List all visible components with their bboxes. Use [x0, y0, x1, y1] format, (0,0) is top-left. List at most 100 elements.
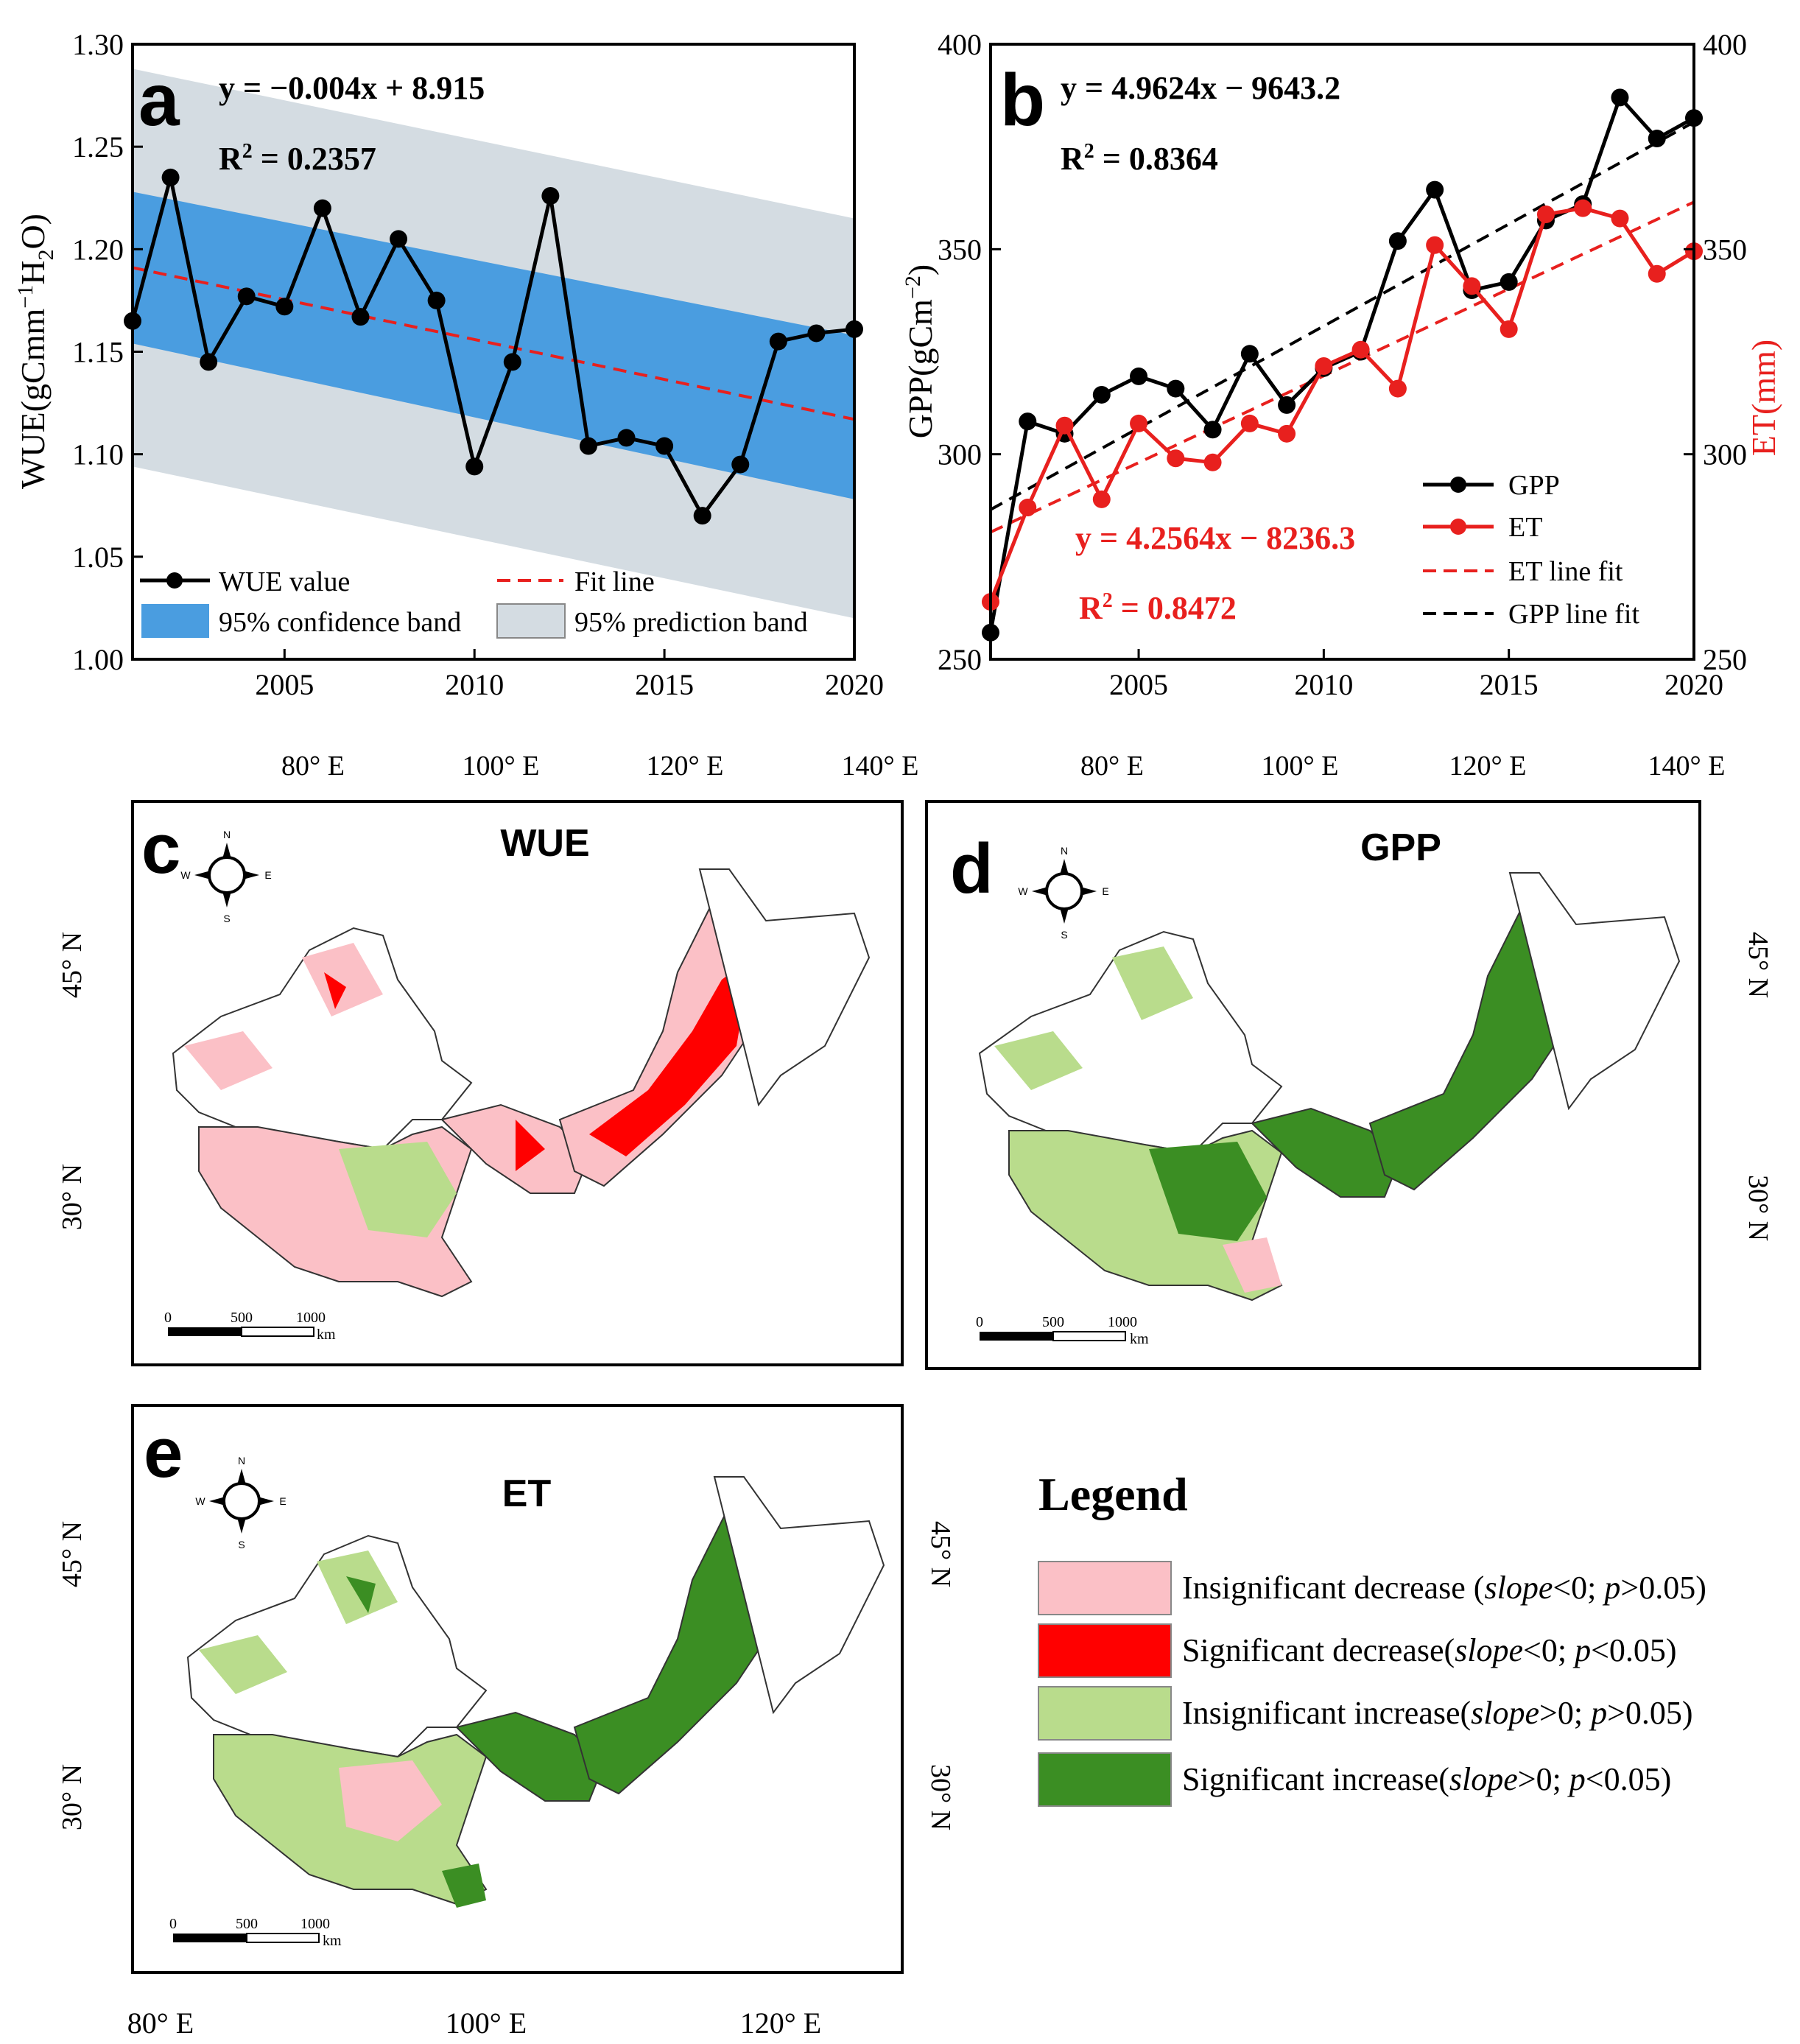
map-letter-d: d	[950, 829, 994, 908]
svg-text:0: 0	[976, 1314, 983, 1330]
svg-text:500: 500	[236, 1916, 258, 1932]
legend-gpp-fit-label: GPP line fit	[1508, 599, 1639, 630]
x-tick-label: 2005	[1109, 668, 1168, 701]
lon-label: 140° E	[1648, 751, 1726, 782]
compass-icon: N S W E	[180, 829, 271, 924]
compass-w: W	[1018, 885, 1028, 897]
map-title-d: GPP	[1360, 826, 1441, 869]
y-tick-label: 1.25	[72, 130, 124, 164]
et-series	[982, 199, 1703, 611]
legend-prediction-swatch	[496, 603, 566, 639]
legend-prediction-label: 95% prediction band	[574, 607, 808, 638]
gpp-point	[1500, 273, 1518, 291]
gpp-point	[1019, 412, 1037, 431]
y-tick-label: 350	[938, 233, 982, 266]
compass-n: N	[238, 1455, 245, 1467]
x-tick-label: 2015	[1480, 668, 1539, 701]
legend-et-label: ET	[1508, 512, 1542, 543]
lon-label: 100° E	[446, 2006, 527, 2040]
y-tick-label-right: 350	[1703, 233, 1747, 266]
compass-w: W	[180, 869, 191, 881]
legend-title: Legend	[1038, 1468, 1188, 1520]
svg-text:km: km	[1130, 1331, 1149, 1347]
svg-text:500: 500	[231, 1310, 253, 1326]
wue-point	[769, 332, 787, 351]
gpp-point	[1426, 180, 1444, 199]
et-point	[1500, 320, 1518, 338]
wue-series	[124, 168, 863, 525]
et-point	[1055, 416, 1074, 435]
y-tick-label: 1.05	[72, 541, 124, 574]
wue-point	[313, 199, 331, 217]
lat-label: 45° N	[57, 932, 88, 998]
x-axis-ticks: 2005 2010 2015 2020	[255, 649, 884, 701]
fit-line	[133, 266, 854, 421]
panel-b-frame	[989, 43, 1695, 661]
map-d: 80° E 100° E 120° E 140° E 45° N 30° N d…	[925, 751, 1773, 1370]
wue-point	[655, 437, 674, 455]
svg-text:500: 500	[1042, 1314, 1064, 1330]
x-tick-label: 2020	[1664, 668, 1723, 701]
et-point	[1574, 199, 1592, 217]
legend-swatch	[1038, 1752, 1172, 1807]
lon-label: 80° E	[127, 2006, 194, 2040]
region-map-et	[186, 1476, 885, 1908]
y-tick-label-right: 400	[1703, 28, 1747, 61]
y-tick-label: 1.20	[72, 233, 124, 266]
gpp-point	[1278, 396, 1296, 414]
y-tick-label: 1.00	[72, 643, 124, 676]
svg-text:1000: 1000	[1108, 1314, 1137, 1330]
et-point	[1278, 424, 1296, 443]
wue-point	[351, 308, 370, 326]
compass-icon: N S W E	[195, 1455, 286, 1550]
wue-point	[237, 287, 256, 306]
wue-point	[617, 429, 636, 447]
legend-item-label: Insignificant decrease (slope<0; p>0.05)	[1182, 1570, 1706, 1606]
y-axis-title-left: GPP(gCm−2)	[901, 264, 939, 438]
legend-item-label: Significant increase(slope>0; p<0.05)	[1182, 1761, 1671, 1797]
compass-n: N	[1061, 845, 1068, 857]
y-axis-ticks-right: 250 300 350 400	[1684, 28, 1747, 676]
region-map-gpp	[978, 872, 1681, 1302]
x-tick-label: 2005	[255, 668, 314, 701]
y-tick-label-right: 250	[1703, 643, 1747, 676]
gpp-point	[1130, 367, 1148, 385]
et-point	[1648, 264, 1666, 283]
wue-point	[161, 168, 180, 186]
et-point	[1240, 414, 1259, 432]
legend-swatch	[1038, 1686, 1172, 1741]
et-equation: y = 4.2564x − 8236.3	[1075, 520, 1355, 556]
y-tick-label: 1.15	[72, 336, 124, 369]
gpp-point	[1240, 345, 1259, 363]
et-point	[1167, 449, 1185, 468]
legend-et-marker	[1450, 519, 1466, 535]
y-axis-title: WUE(gCmm−1H2O)	[13, 214, 58, 489]
svg-text:km: km	[323, 1933, 342, 1949]
legend-a: WUE value Fit line 95% confidence band 9…	[140, 566, 808, 639]
legend-et-fit-label: ET line fit	[1508, 556, 1623, 587]
y-tick-label: 250	[938, 643, 982, 676]
gpp-fit-line	[991, 121, 1694, 511]
et-point	[1019, 499, 1037, 517]
scale-bar: 0 500 1000 km	[976, 1314, 1149, 1347]
wue-point	[693, 507, 711, 525]
lat-label: 45° N	[925, 1521, 956, 1587]
compass-s: S	[1061, 929, 1067, 941]
lon-label: 100° E	[1262, 751, 1339, 782]
gpp-point	[1388, 232, 1407, 250]
legend-b: GPP ET ET line fit GPP line fit	[1423, 470, 1639, 630]
gpp-r-squared: R2 = 0.8364	[1061, 140, 1218, 177]
lat-label: 30° N	[925, 1764, 956, 1830]
lat-label: 30° N	[57, 1764, 88, 1830]
x-tick-label: 2010	[445, 668, 504, 701]
y-tick-label: 300	[938, 438, 982, 471]
wue-point	[465, 457, 484, 476]
r-squared: R2 = 0.2357	[219, 140, 376, 177]
lon-label: 120° E	[647, 751, 724, 782]
et-point	[1130, 414, 1148, 432]
et-point	[1388, 379, 1407, 398]
legend-wue-marker	[166, 572, 183, 589]
wue-point	[579, 437, 597, 455]
compass-w: W	[195, 1495, 205, 1507]
